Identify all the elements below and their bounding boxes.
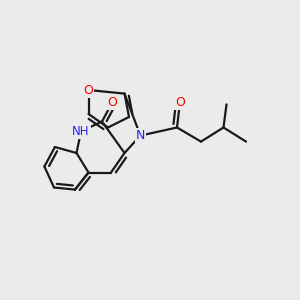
Text: O: O (175, 95, 185, 109)
Text: NH: NH (72, 125, 90, 138)
Text: N: N (136, 129, 145, 142)
Text: O: O (108, 95, 117, 109)
Text: O: O (84, 83, 93, 97)
